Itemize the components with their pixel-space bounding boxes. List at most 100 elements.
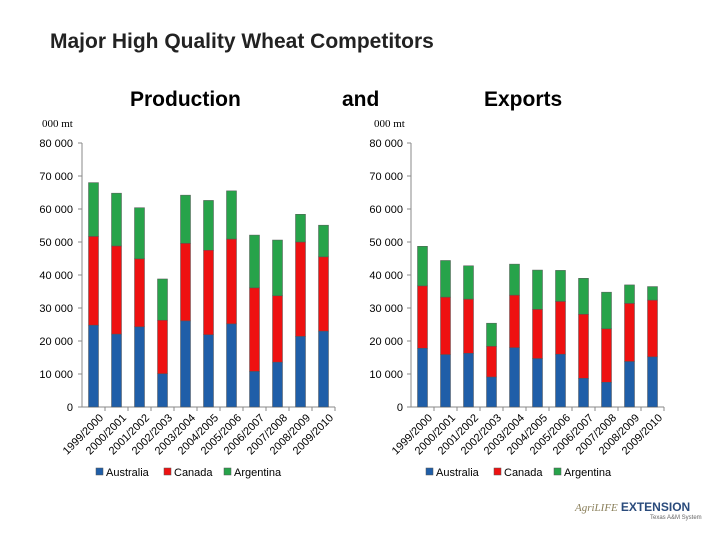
production-bar-argentina — [249, 234, 260, 289]
exports-bar-argentina — [555, 270, 566, 302]
exports-bar-australia — [463, 352, 474, 408]
exports-bar-argentina — [440, 260, 451, 298]
production-legend-swatch-australia — [95, 467, 104, 476]
production-bar-argentina — [318, 224, 329, 258]
exports-legend-swatch-argentina — [553, 467, 562, 476]
exports-legend-label-australia: Australia — [436, 467, 480, 479]
exports-bar-canada — [417, 285, 428, 349]
exports-y-tick-label: 40 000 — [369, 270, 403, 282]
logo-tagline: Texas A&M System — [650, 515, 702, 521]
exports-bar-australia — [624, 361, 635, 408]
exports-y-tick-label: 70 000 — [369, 171, 403, 183]
production-bar-australia — [295, 336, 306, 408]
production-bar-australia — [88, 324, 99, 408]
production-bar-canada — [203, 250, 214, 335]
exports-unit-label: 000 mt — [374, 118, 405, 130]
production-y-tick-label: 10 000 — [39, 369, 73, 381]
production-unit-label: 000 mt — [42, 118, 73, 130]
exports-bar-australia — [509, 347, 520, 408]
exports-bar-argentina — [601, 291, 612, 330]
production-bar-argentina — [203, 200, 214, 251]
exports-bar-canada — [440, 296, 451, 355]
production-bar-australia — [249, 371, 260, 408]
exports-bar-canada — [509, 294, 520, 348]
production-bar-canada — [134, 258, 145, 328]
exports-bar-canada — [463, 298, 474, 354]
exports-bar-canada — [647, 299, 658, 358]
exports-y-tick-label: 10 000 — [369, 369, 403, 381]
exports-bar-canada — [486, 346, 497, 378]
production-legend-swatch-canada — [163, 467, 172, 476]
production-bar-canada — [111, 245, 122, 335]
exports-legend-swatch-australia — [425, 467, 434, 476]
production-bar-argentina — [134, 207, 145, 260]
exports-bar-canada — [601, 328, 612, 383]
production-bar-canada — [295, 241, 306, 337]
subtitle-production: Production — [130, 88, 241, 111]
production-bar-australia — [226, 323, 237, 408]
production-bar-argentina — [180, 194, 191, 244]
exports-bar-australia — [440, 354, 451, 408]
production-bar-canada — [272, 295, 283, 363]
production-legend-label-argentina: Argentina — [234, 467, 282, 479]
exports-legend-swatch-canada — [493, 467, 502, 476]
production-y-tick-label: 20 000 — [39, 336, 73, 348]
production-y-tick-label: 80 000 — [39, 138, 73, 150]
page-title: Major High Quality Wheat Competitors — [50, 30, 434, 53]
production-y-tick-label: 0 — [67, 402, 73, 414]
exports-bar-argentina — [417, 246, 428, 287]
production-bar-argentina — [272, 239, 283, 297]
production-chart: 0 10 000 20 000 30 000 40 000 50 000 60 000 70 … — [39, 138, 336, 479]
exports-bar-argentina — [647, 286, 658, 301]
production-bar-australia — [157, 373, 168, 408]
exports-y-tick-label: 50 000 — [369, 237, 403, 249]
exports-y-tick-label: 80 000 — [369, 138, 403, 150]
production-y-tick-label: 30 000 — [39, 303, 73, 315]
exports-bar-canada — [555, 301, 566, 355]
exports-bar-australia — [647, 356, 658, 408]
production-y-tick-label: 60 000 — [39, 204, 73, 216]
production-bar-australia — [318, 330, 329, 408]
exports-legend-label-canada: Canada — [504, 467, 543, 479]
production-y-tick-label: 70 000 — [39, 171, 73, 183]
exports-bar-australia — [578, 378, 589, 408]
exports-bar-argentina — [486, 322, 497, 347]
production-bar-argentina — [295, 214, 306, 243]
exports-bar-canada — [624, 303, 635, 362]
production-bar-canada — [318, 256, 329, 332]
exports-y-tick-label: 0 — [397, 402, 403, 414]
production-bar-australia — [203, 334, 214, 408]
production-y-tick-label: 50 000 — [39, 237, 73, 249]
exports-bar-canada — [578, 314, 589, 379]
exports-bar-australia — [417, 348, 428, 408]
production-bar-argentina — [157, 278, 168, 321]
production-bar-canada — [180, 243, 191, 322]
exports-bar-argentina — [509, 263, 520, 296]
production-bar-argentina — [88, 182, 99, 237]
production-bar-australia — [134, 326, 145, 408]
production-bar-argentina — [111, 192, 122, 247]
production-bar-canada — [249, 287, 260, 372]
production-bar-australia — [272, 361, 283, 408]
exports-chart: 0 10 000 20 000 30 000 40 000 50 000 60 000 70 … — [369, 138, 665, 479]
production-bar-australia — [180, 320, 191, 408]
production-legend-label-australia: Australia — [106, 467, 150, 479]
exports-legend-label-argentina: Argentina — [564, 467, 612, 479]
exports-bar-argentina — [532, 269, 543, 310]
exports-bar-argentina — [578, 278, 589, 315]
production-bar-canada — [88, 236, 99, 326]
exports-bar-australia — [601, 382, 612, 408]
production-legend-swatch-argentina — [223, 467, 232, 476]
exports-y-tick-label: 30 000 — [369, 303, 403, 315]
exports-bar-australia — [486, 376, 497, 408]
exports-bar-canada — [532, 309, 543, 359]
subtitle-exports: Exports — [484, 88, 563, 111]
subtitle-and: and — [342, 88, 380, 111]
production-y-tick-label: 40 000 — [39, 270, 73, 282]
agrilife-logo: AgriLIFE EXTENSION — [575, 500, 691, 514]
production-legend-label-canada: Canada — [174, 467, 213, 479]
exports-bar-australia — [532, 358, 543, 408]
exports-y-tick-label: 20 000 — [369, 336, 403, 348]
production-bar-australia — [111, 333, 122, 408]
production-bar-canada — [157, 319, 168, 374]
